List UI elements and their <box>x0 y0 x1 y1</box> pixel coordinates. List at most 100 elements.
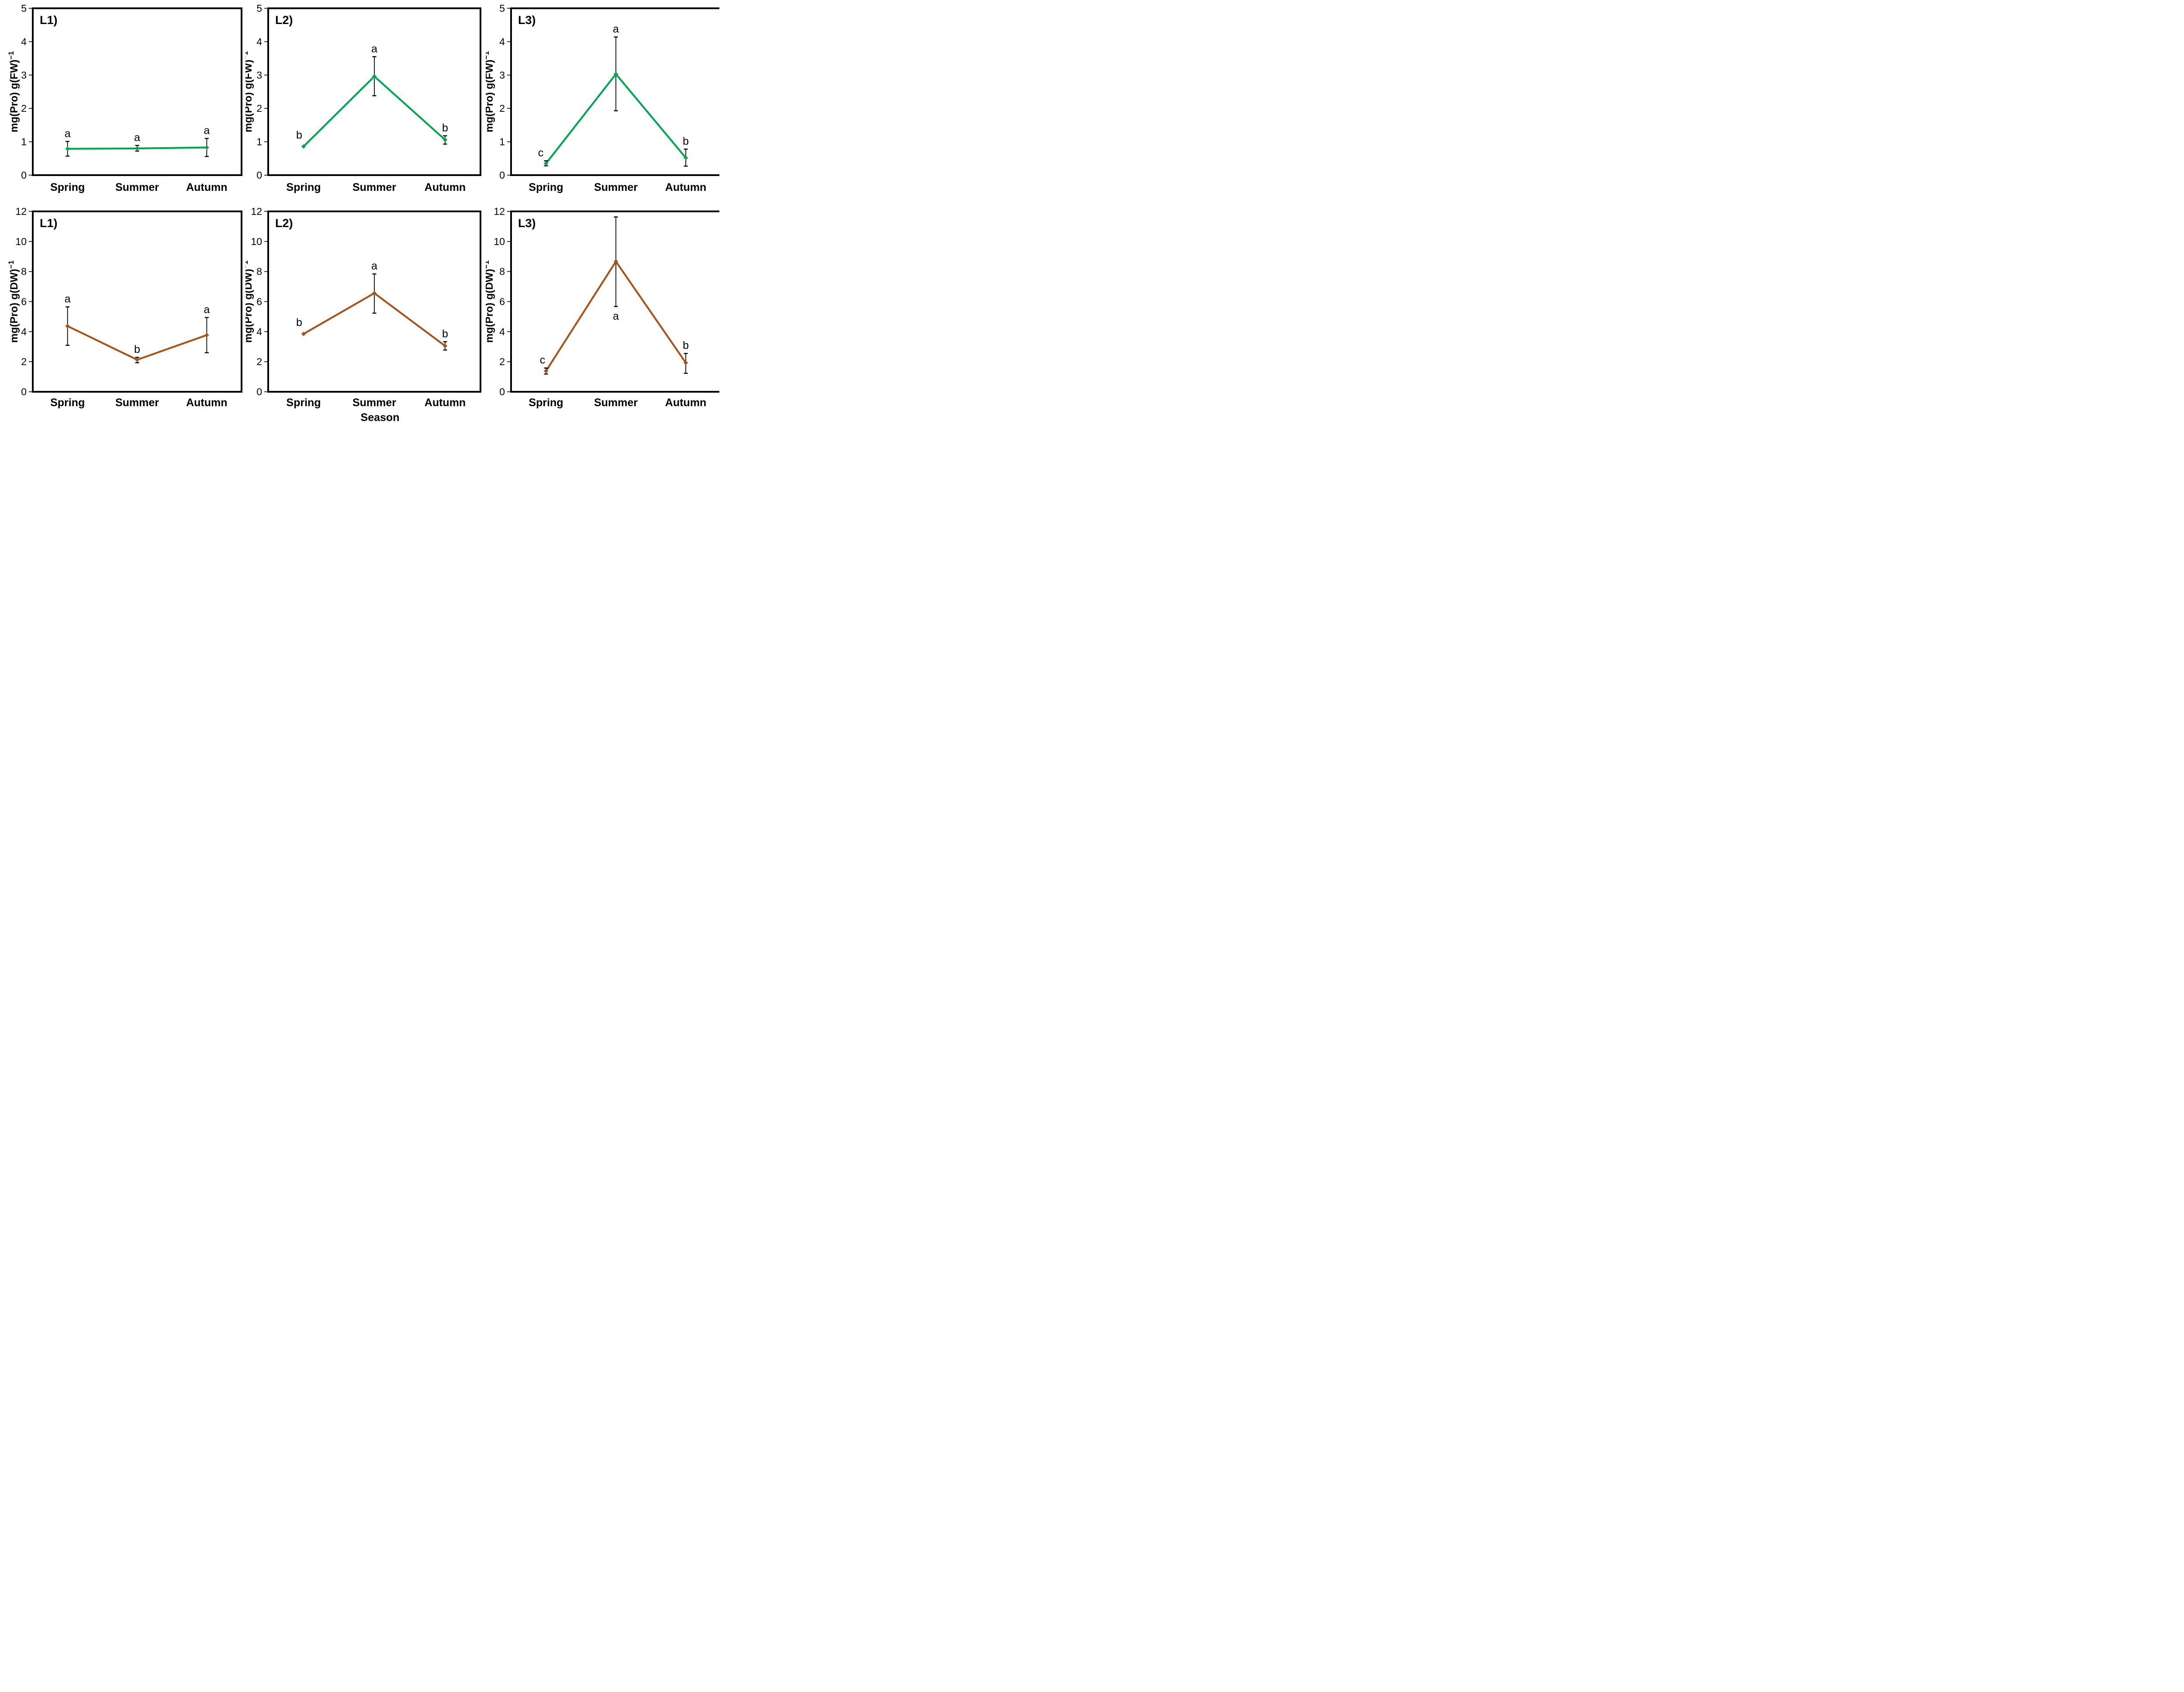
chart-svg-L1-FW: 0 1 2 3 4 5 mg(Pro) g(FW)−1 Spring Summer Autumn a… <box>7 3 242 193</box>
plot-frame <box>32 7 242 176</box>
y-axis-title: mg(Pro) g(FW)−1 <box>486 51 495 132</box>
y-tick-label: 12 <box>251 206 262 217</box>
panel-label: L3) <box>518 217 536 230</box>
x-axis-title: Season <box>361 411 400 423</box>
significance-letter: b <box>683 339 689 352</box>
y-tick-label: 4 <box>21 326 27 337</box>
data-point-marker <box>301 144 306 149</box>
y-tick-label: 6 <box>256 296 262 307</box>
data-point-marker <box>613 72 619 76</box>
y-tick-label: 1 <box>21 136 27 148</box>
chart-panel-L1-FW: 0 1 2 3 4 5 mg(Pro) g(FW)−1 Spring Summer Autumn a… <box>0 0 245 202</box>
significance-letter: a <box>613 310 619 322</box>
significance-letter: b <box>296 316 302 328</box>
y-axis-title: mg(Pro) g(DW)−1 <box>486 260 495 343</box>
data-point-marker <box>442 137 448 142</box>
data-point-marker <box>543 369 549 373</box>
y-tick-label: 3 <box>256 69 262 81</box>
significance-letter: a <box>204 124 210 137</box>
significance-letter: a <box>371 260 377 272</box>
x-category-label: Summer <box>115 181 159 193</box>
chart-svg-L3-DW: 0 2 4 6 8 10 12 mg(Pro) g(DW)−1 Spring Summer Autu… <box>486 206 719 409</box>
data-point-marker <box>372 291 377 296</box>
x-category-label: Spring <box>529 397 563 409</box>
y-tick-label: 2 <box>499 103 505 114</box>
x-category-label: Autumn <box>425 397 466 409</box>
y-tick-label: 6 <box>499 296 505 307</box>
y-axis-title: mg(Pro) g(DW)−1 <box>7 260 20 343</box>
y-tick-label: 8 <box>21 266 27 277</box>
significance-letter: a <box>371 43 377 55</box>
chart-svg-L2-DW: 0 2 4 6 8 10 12 mg(Pro) g(DW)−1 Spring Summer Autu… <box>245 206 481 423</box>
plot-frame <box>510 7 719 176</box>
data-point-marker <box>135 146 140 151</box>
y-tick-label: 5 <box>21 3 27 14</box>
y-axis-title: mg(Pro) g(FW)−1 <box>7 51 20 132</box>
y-tick-label: 3 <box>499 69 505 81</box>
x-category-label: Summer <box>594 397 638 409</box>
panel-label: L2) <box>275 14 293 27</box>
y-tick-label: 10 <box>15 236 27 247</box>
x-category-label: Spring <box>286 397 321 409</box>
y-tick-label: 1 <box>256 136 262 148</box>
significance-letter: a <box>134 131 140 144</box>
significance-letter: b <box>683 135 689 147</box>
x-category-label: Summer <box>594 181 638 193</box>
y-tick-label: 0 <box>21 169 27 181</box>
panel-label: L2) <box>275 217 293 230</box>
y-tick-label: 5 <box>499 3 505 14</box>
data-point-marker <box>372 74 377 79</box>
y-tick-label: 8 <box>256 266 262 277</box>
chart-panel-L2-DW: 0 2 4 6 8 10 12 mg(Pro) g(DW)−1 Spring Summer Autu… <box>245 202 486 423</box>
y-tick-label: 4 <box>256 36 262 47</box>
plot-frame <box>267 7 481 176</box>
significance-letter: a <box>613 23 619 35</box>
panel-label: L3) <box>518 14 536 27</box>
significance-letter: b <box>134 343 140 356</box>
x-category-label: Spring <box>529 181 563 193</box>
y-tick-label: 10 <box>494 236 505 247</box>
y-tick-label: 2 <box>21 103 27 114</box>
chart-panel-L3-FW: 0 1 2 3 4 5 mg(Pro) g(FW)−1 Spring Summer Autumn c… <box>486 0 719 202</box>
significance-letter: a <box>65 128 71 140</box>
x-category-label: Spring <box>286 181 321 193</box>
x-category-label: Summer <box>115 397 159 409</box>
y-tick-label: 0 <box>499 386 505 397</box>
plot-frame <box>32 211 242 393</box>
panel-label: L1) <box>40 217 58 230</box>
y-axis-title: mg(Pro) g(FW)−1 <box>245 51 254 132</box>
y-tick-label: 3 <box>21 69 27 81</box>
y-tick-label: 12 <box>15 206 27 217</box>
y-axis-title: mg(Pro) g(DW)−1 <box>245 260 254 343</box>
significance-letter: c <box>540 354 546 366</box>
y-tick-label: 0 <box>256 386 262 397</box>
x-category-label: Autumn <box>665 181 706 193</box>
data-point-marker <box>204 145 209 150</box>
y-tick-label: 5 <box>256 3 262 14</box>
significance-letter: a <box>65 293 71 305</box>
y-tick-label: 2 <box>256 103 262 114</box>
y-tick-label: 10 <box>251 236 262 247</box>
data-point-marker <box>204 333 209 338</box>
y-tick-label: 12 <box>494 206 505 217</box>
y-tick-label: 0 <box>256 169 262 181</box>
y-tick-label: 2 <box>256 356 262 367</box>
x-category-label: Summer <box>352 397 396 409</box>
y-tick-label: 0 <box>21 386 27 397</box>
y-tick-label: 2 <box>21 356 27 367</box>
chart-svg-L3-FW: 0 1 2 3 4 5 mg(Pro) g(FW)−1 Spring Summer Autumn c… <box>486 3 719 193</box>
data-point-marker <box>442 343 448 349</box>
data-point-marker <box>135 357 140 362</box>
y-tick-label: 4 <box>256 326 262 337</box>
chart-panel-L2-FW: 0 1 2 3 4 5 mg(Pro) g(FW)−1 Spring Summer Autumn b… <box>245 0 486 202</box>
chart-panel-L1-DW: 0 2 4 6 8 10 12 mg(Pro) g(DW)−1 Spring Summer Autu… <box>0 202 245 423</box>
chart-svg-L2-FW: 0 1 2 3 4 5 mg(Pro) g(FW)−1 Spring Summer Autumn b… <box>245 3 481 193</box>
chart-panel-L3-DW: 0 2 4 6 8 10 12 mg(Pro) g(DW)−1 Spring Summer Autu… <box>486 202 719 423</box>
significance-letter: c <box>538 147 544 159</box>
chart-svg-L1-DW: 0 2 4 6 8 10 12 mg(Pro) g(DW)−1 Spring Summer Autu… <box>7 206 242 409</box>
y-tick-label: 6 <box>21 296 27 307</box>
y-tick-label: 4 <box>21 36 27 47</box>
y-tick-label: 1 <box>499 136 505 148</box>
data-point-marker <box>301 331 306 336</box>
x-category-label: Spring <box>50 397 85 409</box>
